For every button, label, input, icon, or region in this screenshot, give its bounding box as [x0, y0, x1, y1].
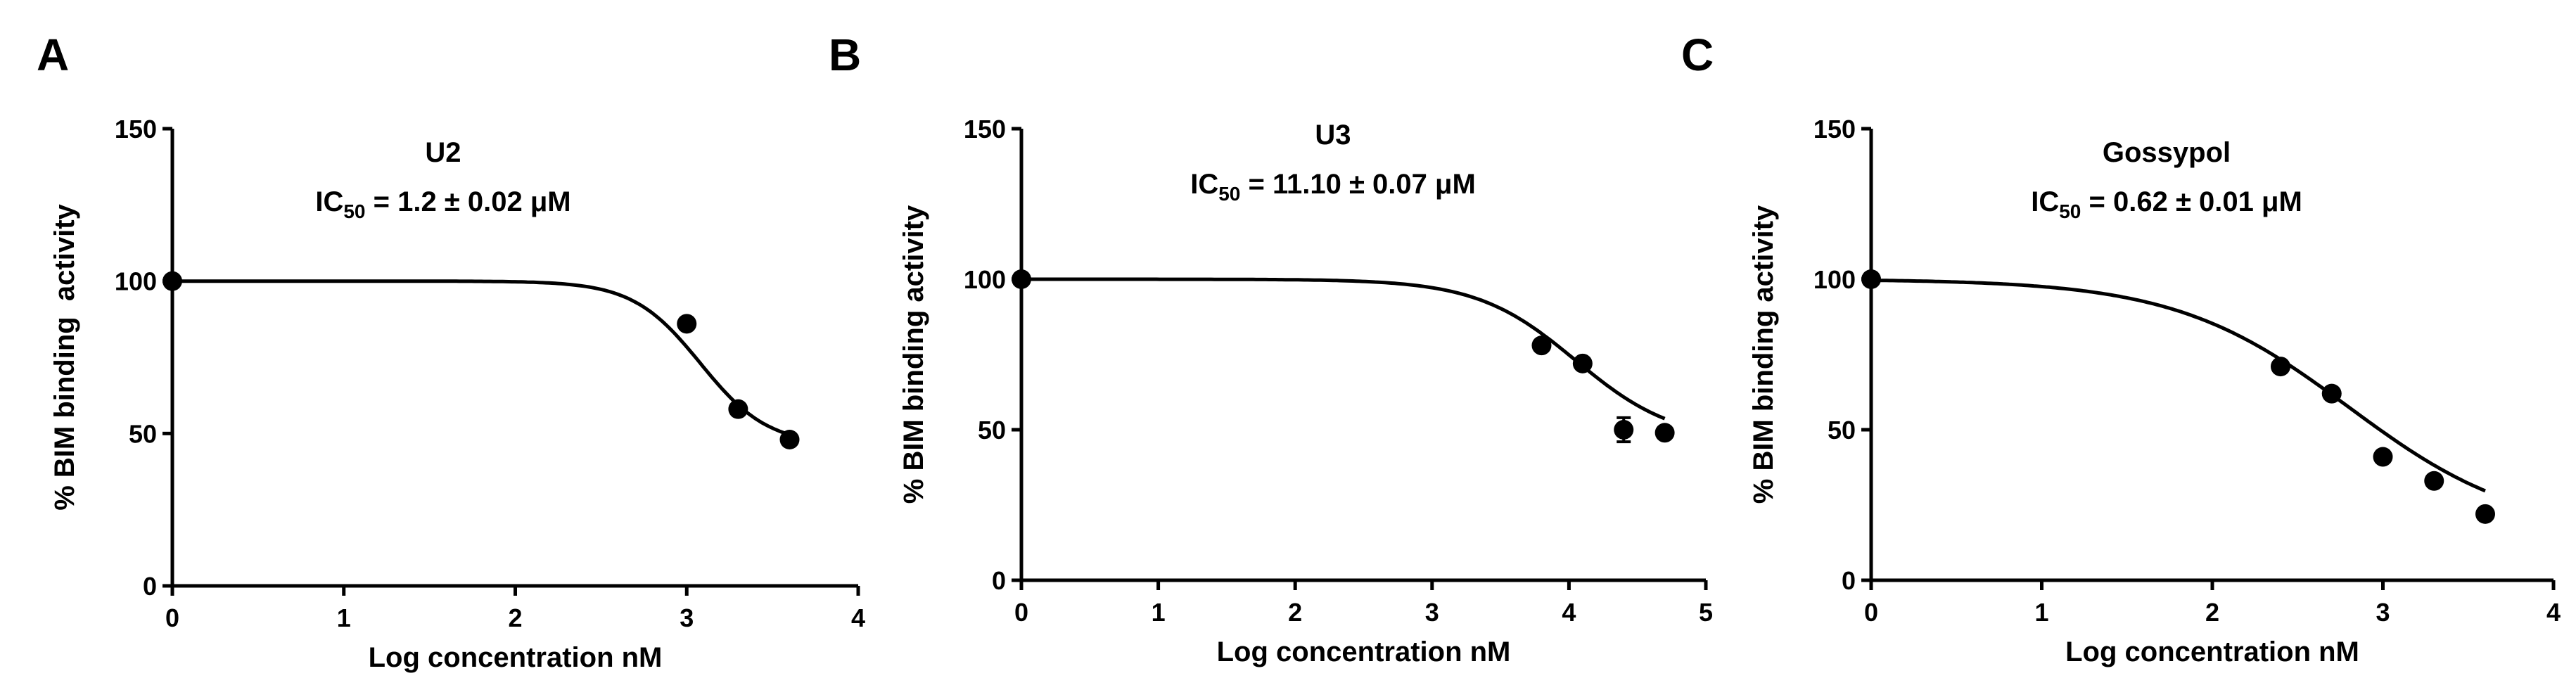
- y-tick-label: 150: [964, 115, 1006, 143]
- ic50-value: = 11.10 ± 0.07 μM: [1240, 169, 1475, 200]
- panel-label: C: [1681, 30, 1714, 80]
- y-tick-label: 50: [978, 416, 1006, 445]
- x-tick-label: 0: [165, 603, 179, 632]
- y-tick-label: 100: [115, 267, 157, 296]
- y-tick-label: 0: [992, 566, 1006, 595]
- data-point: [2373, 447, 2393, 467]
- data-point: [1654, 423, 1675, 443]
- data-point: [1012, 269, 1031, 289]
- x-tick-label: 4: [2546, 598, 2561, 627]
- data-point: [2321, 383, 2342, 404]
- x-tick-label: 3: [2376, 598, 2390, 627]
- fit-curve: [1870, 279, 2486, 493]
- x-axis-title: Log concentration nM: [2065, 637, 2359, 667]
- y-tick-label: 50: [1828, 416, 1856, 445]
- data-point: [2271, 357, 2290, 377]
- y-axis-title: % BIM binding activity: [898, 205, 929, 504]
- data-point: [677, 314, 697, 334]
- x-tick-label: 4: [1562, 598, 1576, 627]
- y-tick-label: 150: [1813, 115, 1856, 143]
- x-tick-label: 1: [2034, 598, 2048, 627]
- y-tick-label: 0: [1842, 566, 1856, 595]
- data-point: [1861, 269, 1881, 289]
- x-tick-label: 1: [337, 603, 351, 632]
- ic50-prefix: IC: [2031, 186, 2059, 217]
- x-tick-label: 0: [1014, 598, 1028, 627]
- fit-curve: [172, 279, 791, 437]
- data-point: [2475, 504, 2495, 524]
- data-point: [1531, 335, 1552, 356]
- x-tick-label: 4: [851, 603, 865, 632]
- ic50-value: = 0.62 ± 0.01 μM: [2081, 186, 2302, 217]
- ic50-annotation: IC50 = 11.10 ± 0.07 μM: [1190, 169, 1476, 205]
- ic50-subscript: 50: [1218, 183, 1240, 205]
- y-tick-label: 100: [964, 265, 1006, 294]
- x-tick-label: 2: [508, 603, 522, 632]
- x-tick-label: 1: [1152, 598, 1166, 627]
- x-axis-title: Log concentration nM: [369, 642, 663, 673]
- y-axis-title: % BIM binding activity: [49, 203, 80, 510]
- x-tick-label: 2: [2205, 598, 2219, 627]
- compound-name: U3: [1315, 120, 1351, 151]
- data-point: [162, 271, 182, 291]
- panel-label: A: [37, 30, 69, 80]
- compound-name: Gossypol: [2103, 137, 2231, 168]
- x-tick-label: 2: [1288, 598, 1302, 627]
- ic50-subscript: 50: [2059, 200, 2081, 222]
- ic50-annotation: IC50 = 0.62 ± 0.01 μM: [2031, 186, 2302, 222]
- y-tick-label: 150: [115, 115, 157, 143]
- y-tick-label: 0: [143, 572, 157, 601]
- data-point: [1572, 353, 1593, 373]
- panel-label: B: [829, 30, 861, 80]
- data-point: [728, 399, 748, 419]
- chart-panel-C: C 0 1 2 3 4 0 50 100 150 Log concentration nM % BIM…: [1681, 30, 2561, 667]
- x-tick-label: 3: [1425, 598, 1439, 627]
- data-point: [1614, 420, 1634, 440]
- x-axis-title: Log concentration nM: [1217, 637, 1511, 667]
- ic50-prefix: IC: [315, 186, 343, 217]
- ic50-subscript: 50: [343, 200, 365, 222]
- y-axis-title: % BIM binding activity: [1748, 205, 1779, 504]
- x-tick-label: 5: [1699, 598, 1713, 627]
- chart-panel-A: A 0 1 2 3 4 0 50 100 150 Log concentration nM % BIM…: [37, 30, 865, 673]
- ic50-annotation: IC50 = 1.2 ± 0.02 μM: [315, 186, 570, 222]
- data-point: [2424, 471, 2444, 491]
- data-point: [779, 430, 800, 449]
- y-tick-label: 100: [1813, 265, 1856, 294]
- y-tick-label: 50: [129, 419, 157, 448]
- fit-curve: [1021, 277, 1666, 421]
- x-tick-label: 3: [680, 603, 694, 632]
- ic50-prefix: IC: [1190, 169, 1218, 200]
- ic50-value: = 1.2 ± 0.02 μM: [366, 186, 571, 217]
- x-tick-label: 0: [1864, 598, 1878, 627]
- compound-name: U2: [425, 137, 461, 168]
